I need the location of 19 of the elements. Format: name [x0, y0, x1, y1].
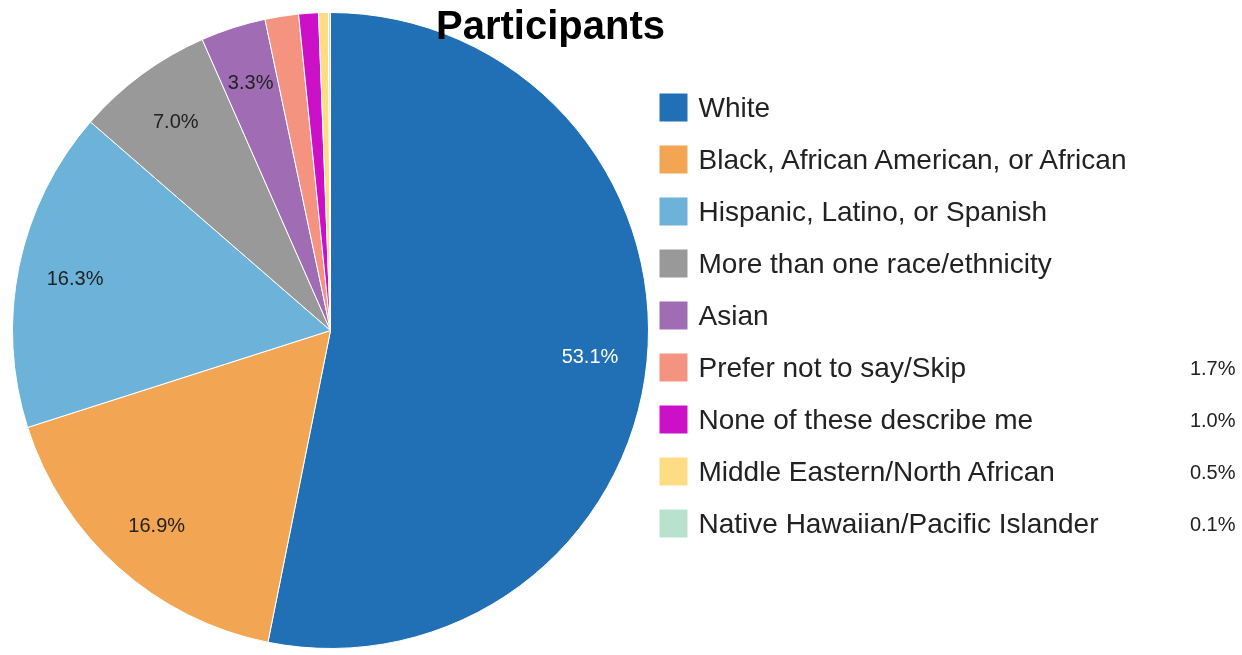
legend-label: Hispanic, Latino, or Spanish [698, 196, 1048, 227]
legend-label: More than one race/ethnicity [698, 248, 1052, 279]
legend-label: Middle Eastern/North African [698, 456, 1055, 487]
data-label: 0.1% [1189, 512, 1236, 535]
legend-label: None of these describe me [698, 404, 1034, 435]
legend-label: Native Hawaiian/Pacific Islander [698, 508, 1099, 539]
data-label: 53.1% [561, 345, 619, 368]
data-label: 1.0% [1189, 408, 1236, 431]
data-label: 0.5% [1189, 460, 1236, 483]
legend-label: Prefer not to say/Skip [698, 352, 967, 383]
data-label: 7.0% [152, 109, 199, 132]
legend-label: Black, African American, or African [698, 144, 1127, 175]
data-label: 16.3% [46, 266, 104, 289]
data-label: 3.3% [227, 71, 274, 94]
data-label: 1.7% [1189, 356, 1236, 379]
legend-label: White [698, 92, 771, 123]
legend-label: Asian [698, 300, 769, 331]
data-label: 16.9% [128, 513, 186, 536]
chart-title: Participants [436, 2, 665, 47]
